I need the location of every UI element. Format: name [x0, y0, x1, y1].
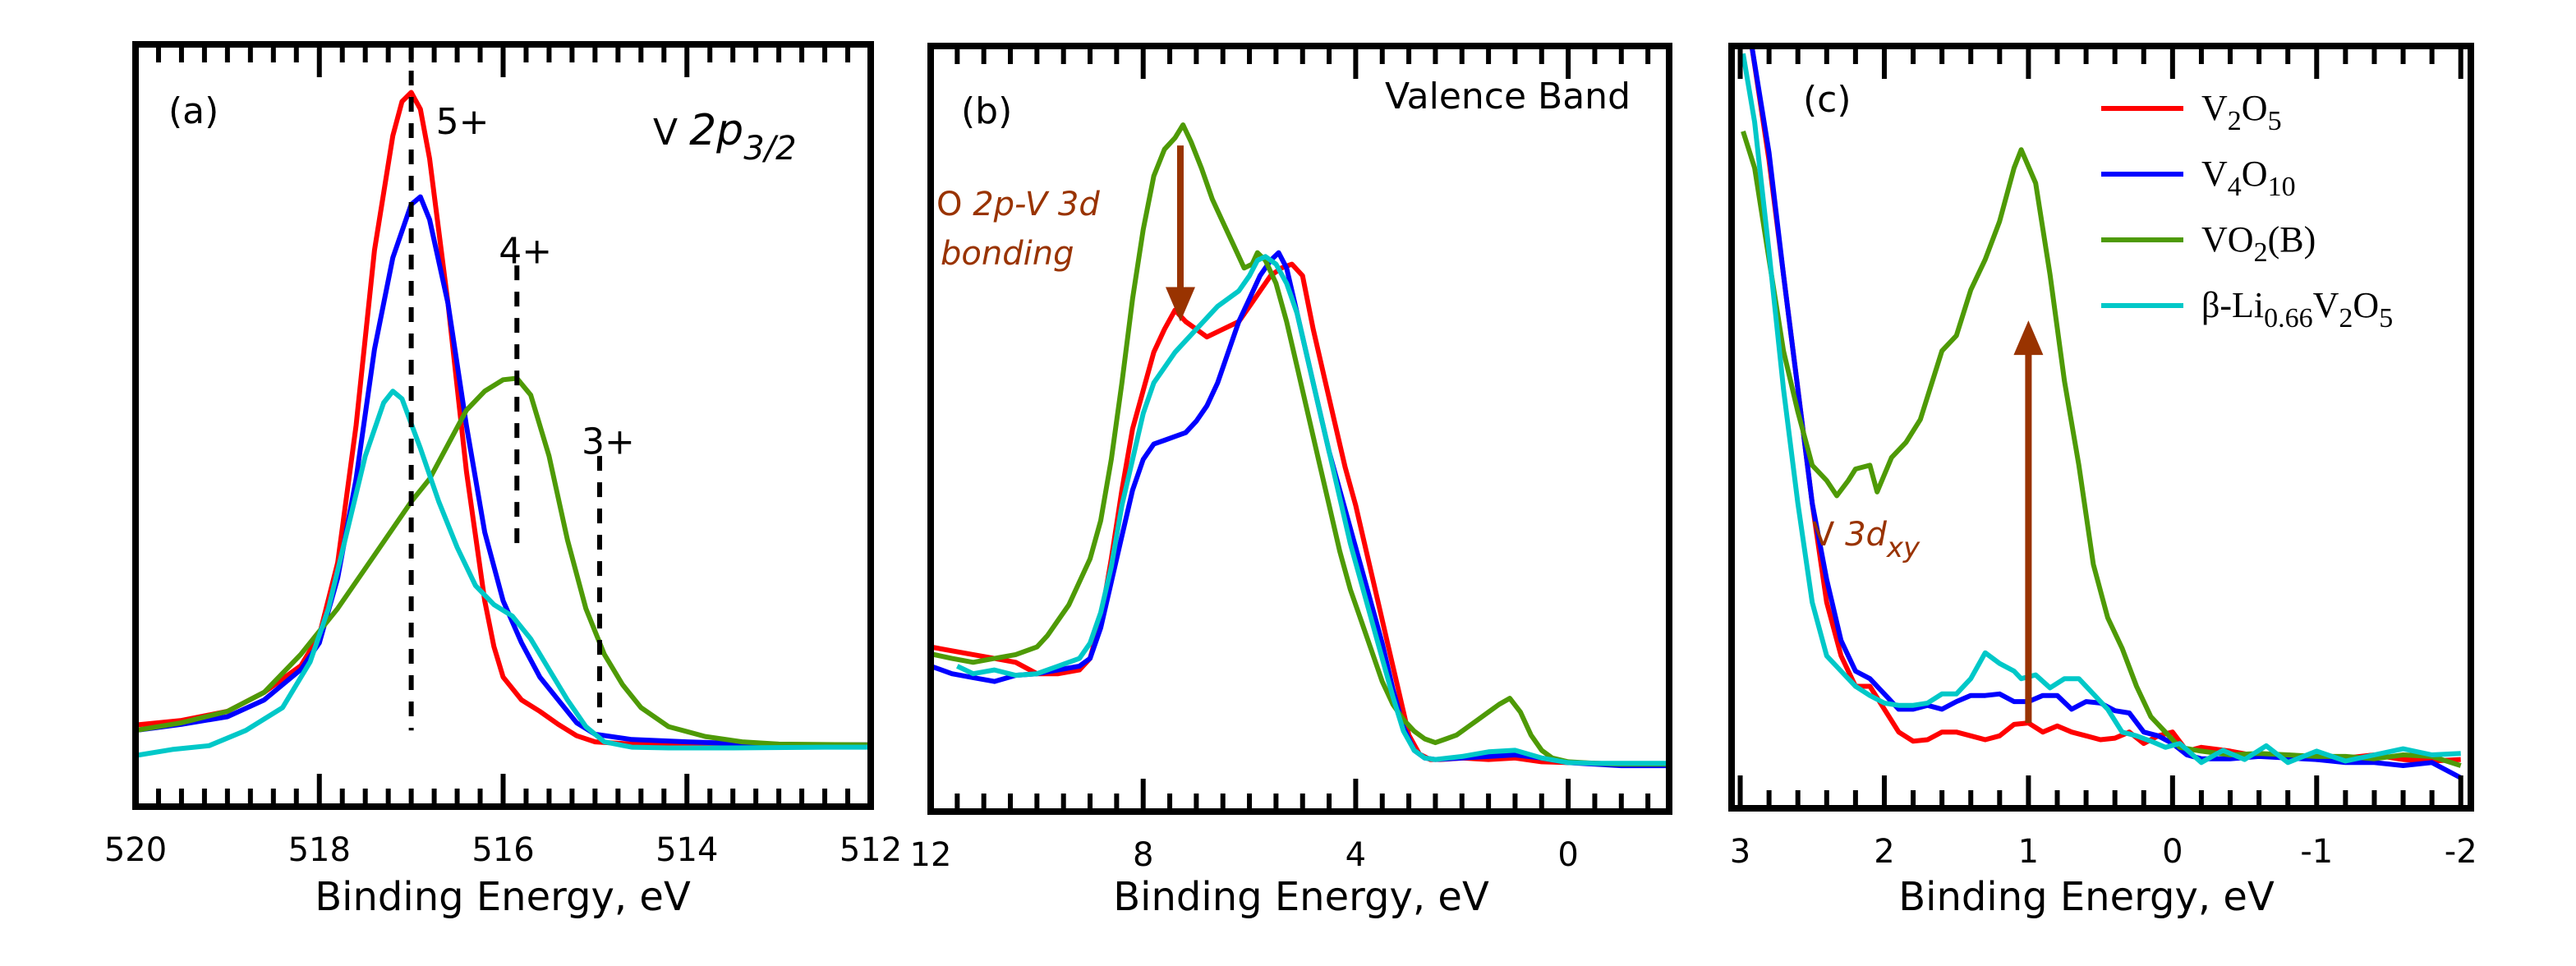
legend-label: V2O5 [2201, 88, 2282, 136]
x-tick-label: 520 [104, 831, 167, 869]
panel-a-xlabel: Binding Energy, eV [315, 874, 691, 920]
legend-item-beta-li0-66v2o5: β-Li0.66V2O5 [2101, 285, 2393, 334]
panel-a-title-main: V [653, 112, 689, 154]
arrow-head [2013, 320, 2044, 356]
series-beta-li0-66v2o5 [136, 389, 871, 758]
series-beta-li0-66v2o5 [1741, 53, 2461, 766]
panel-b-title: Valence Band [1385, 76, 1631, 117]
panel-a-oxidation-markers: 5+ 4+ 3+ [408, 44, 635, 731]
series-v4o10 [1749, 46, 2463, 780]
series-v2o5 [1749, 46, 2461, 764]
oxidation-label-3: 3+ [582, 421, 635, 463]
panel-c-curves [1741, 46, 2463, 780]
series-v4o10 [136, 194, 871, 748]
v3dxy-arrow [2013, 320, 2044, 724]
v3dxy-annotation: V 3dxy [1812, 516, 1920, 564]
legend: V2O5 V4O10 VO2(B) β-Li0.66V2O5 [2101, 88, 2393, 334]
legend-label: V4O10 [2201, 154, 2296, 202]
panel-b-ticks [954, 46, 1651, 812]
x-tick-label: 1 [2018, 833, 2039, 871]
legend-item-vo2-b: VO2(B) [2101, 219, 2316, 268]
oxidation-label-4: 4+ [499, 231, 552, 273]
panel-a-ticks [155, 44, 851, 807]
legend-item-v2o5: V2O5 [2101, 88, 2282, 136]
panel-a-title: V 2p3/2 [653, 106, 797, 168]
panel-b-curves [931, 122, 1669, 769]
panel-a-curves [136, 90, 871, 758]
series-vo2-b [136, 375, 871, 748]
x-tick-label: 2 [1874, 833, 1894, 871]
series-vo2-b [1741, 130, 2462, 768]
panel-a-label: (a) [168, 90, 218, 132]
bonding-annotation-normal: O [936, 186, 973, 223]
panel-c-label: (c) [1803, 79, 1852, 121]
panel-a-tick-labels: 520 518 516 514 512 [104, 831, 902, 869]
panel-b-xlabel: Binding Energy, eV [1113, 874, 1489, 920]
panel-c: 3 2 1 0 -1 -2 (c) V2O5 V4O10 VO2(B) β-Li0.66V2O5… [1728, 43, 2477, 920]
series-beta-li0-66v2o5 [956, 254, 1669, 766]
x-tick-label: 0 [1557, 836, 1578, 874]
panel-b-frame [927, 43, 1672, 815]
x-tick-label: 512 [840, 831, 902, 869]
legend-label: VO2(B) [2201, 219, 2316, 268]
x-tick-label: 3 [1730, 833, 1750, 871]
series-v2o5 [931, 261, 1669, 767]
x-tick-label: 4 [1346, 836, 1366, 874]
panel-c-frame [1728, 43, 2474, 812]
bonding-annotation-italic: 2p-V 3d [973, 186, 1100, 223]
x-tick-label: 514 [656, 831, 718, 869]
panel-a-title-sub: 3/2 [743, 130, 796, 168]
legend-label: β-Li0.66V2O5 [2201, 285, 2393, 334]
x-tick-label: 518 [288, 831, 351, 869]
series-v2o5 [136, 90, 871, 749]
x-tick-label: 12 [910, 836, 952, 874]
v3dxy-italic: 3d [1845, 516, 1887, 554]
x-tick-label: 8 [1133, 836, 1153, 874]
v3dxy-normal: V [1812, 516, 1845, 554]
panel-c-xlabel: Binding Energy, eV [1898, 874, 2275, 920]
arrow-head [1165, 287, 1195, 322]
panel-a: 5+ 4+ 3+ 520 518 516 514 512 (a) V 2p3/2 Bindi… [104, 41, 902, 920]
panel-b-label: (b) [961, 90, 1012, 132]
bonding-annotation-line1: O 2p-V 3d [936, 186, 1100, 223]
v3dxy-sub: xy [1886, 531, 1920, 564]
x-tick-label: -1 [2300, 833, 2333, 871]
panel-a-title-italic: 2p [689, 106, 743, 155]
oxidation-label-5: 5+ [436, 101, 490, 143]
bonding-annotation-line2: bonding [941, 235, 1074, 273]
panel-b-tick-labels: 12 8 4 0 [910, 836, 1579, 874]
panel-b: 12 8 4 0 (b) Valence Band O 2p-V 3d bonding… [910, 43, 1672, 920]
x-tick-label: -2 [2445, 833, 2477, 871]
x-tick-label: 516 [472, 831, 534, 869]
panel-c-tick-labels: 3 2 1 0 -1 -2 [1730, 833, 2477, 871]
x-tick-label: 0 [2162, 833, 2183, 871]
bonding-arrow [1165, 145, 1195, 322]
legend-item-v4o10: V4O10 [2101, 154, 2296, 202]
panel-c-ticks [1737, 46, 2463, 808]
series-vo2-b [931, 122, 1669, 767]
